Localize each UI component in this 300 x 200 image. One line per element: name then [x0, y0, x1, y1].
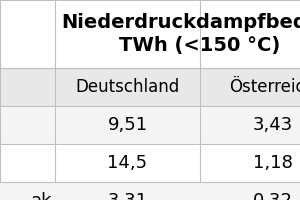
Bar	[55, 68, 200, 106]
Text: Niederdruckdampfbedarf
TWh (<150 °C): Niederdruckdampfbedarf TWh (<150 °C)	[61, 13, 300, 55]
Bar	[55, 182, 200, 200]
Bar	[55, 144, 200, 182]
Bar	[200, 106, 300, 144]
Text: ak: ak	[31, 192, 52, 200]
Text: 3,43: 3,43	[252, 116, 292, 134]
Bar	[200, 182, 300, 200]
Text: 9,51: 9,51	[107, 116, 148, 134]
Text: 1,18: 1,18	[253, 154, 292, 172]
Text: 0,32: 0,32	[253, 192, 292, 200]
Bar	[0, 182, 55, 200]
Text: Österreich: Österreich	[230, 78, 300, 96]
Text: 3,31: 3,31	[107, 192, 148, 200]
Text: 14,5: 14,5	[107, 154, 148, 172]
Bar	[0, 68, 55, 106]
Bar	[55, 106, 200, 144]
Bar	[0, 144, 55, 182]
Bar	[200, 144, 300, 182]
Bar	[0, 106, 55, 144]
Bar	[200, 68, 300, 106]
Bar	[0, 0, 300, 68]
Text: Deutschland: Deutschland	[75, 78, 180, 96]
